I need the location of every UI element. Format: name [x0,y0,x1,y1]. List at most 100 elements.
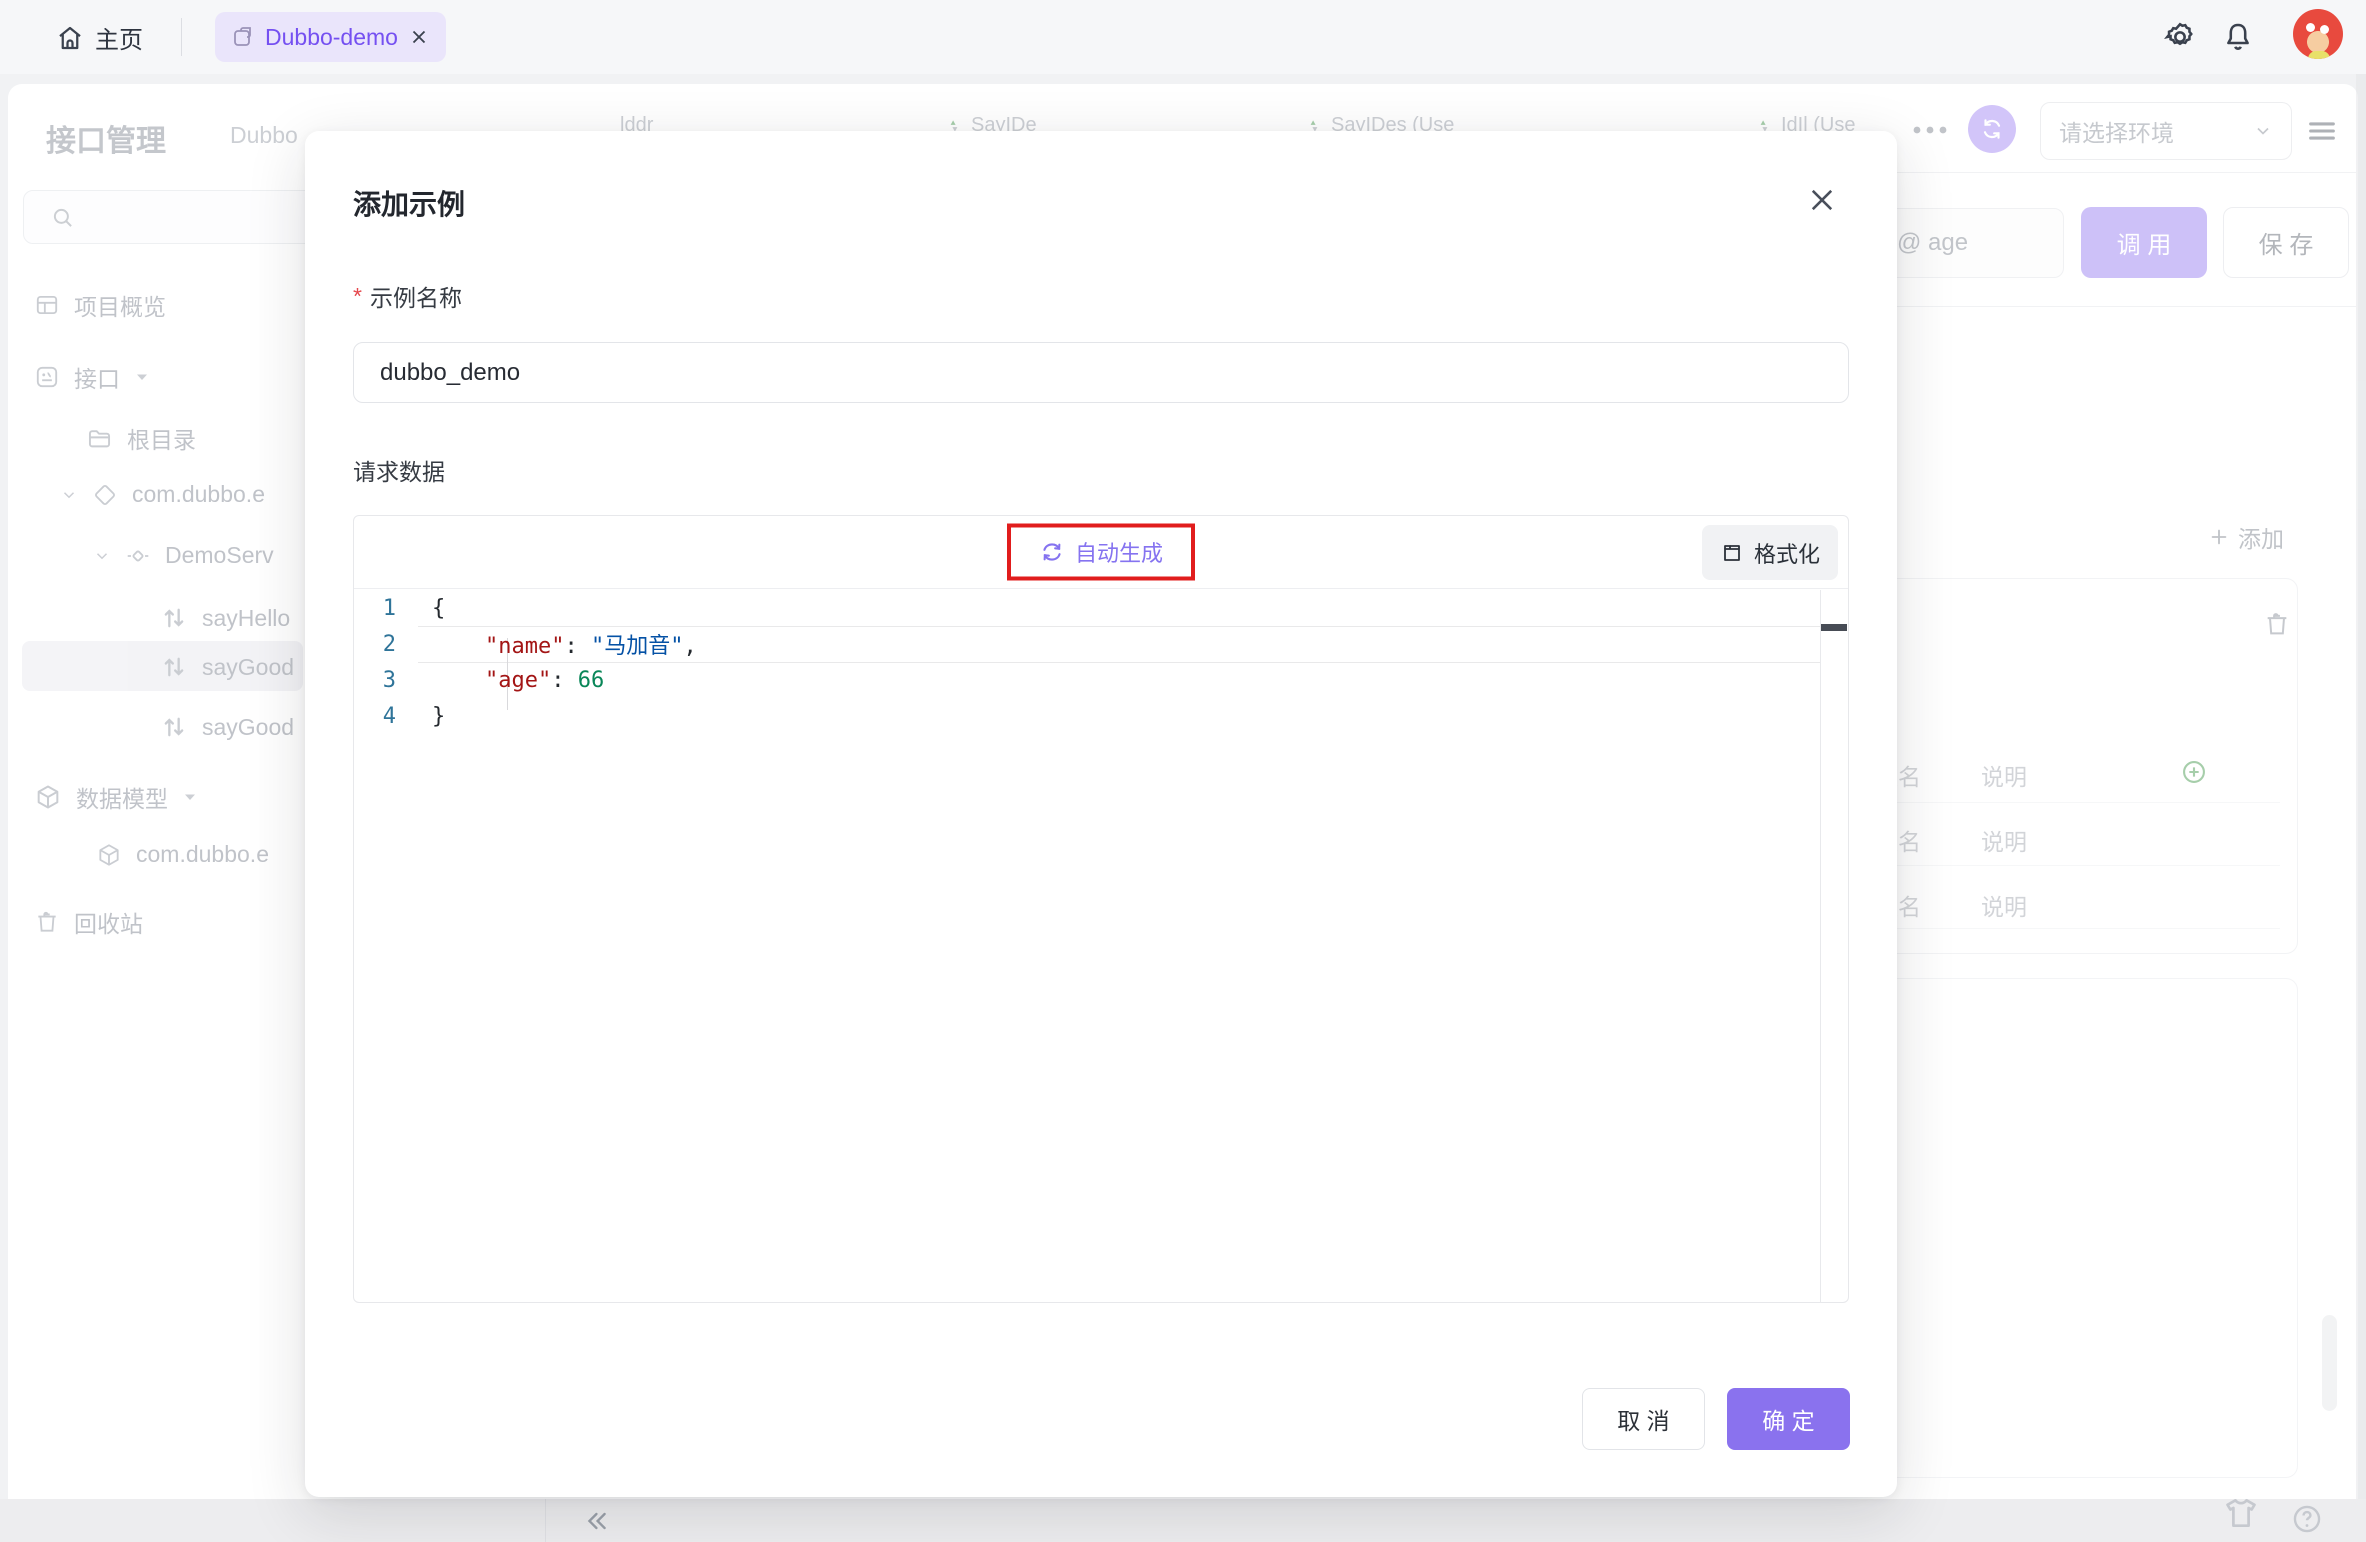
request-data-label: 请求数据 [353,459,445,485]
service-node-icon [125,543,151,569]
caret-down-icon [134,369,150,385]
top-bar: 主页 Dubbo-demo [0,0,2366,74]
external-link-icon [231,25,255,49]
sidebar-item-api[interactable]: 接口 [34,360,150,394]
table-header-fragment: IdIl (Use [1755,114,1855,137]
active-line-border [418,662,1820,663]
sort-icon [1305,117,1323,135]
red-annotation-box [1007,523,1195,581]
sidebar-item-service[interactable]: DemoServ [93,542,274,569]
confirm-button[interactable]: 确 定 [1727,1388,1850,1450]
code-area[interactable]: 1 { 2 "name": "马加音", 3 "age": 66 4 } [354,590,1848,1303]
toolbar-separator [1850,172,2358,173]
line-number: 1 [382,595,396,621]
active-line-border [418,626,1820,627]
code-line: 3 "age": 66 [354,662,1848,698]
tab-close-icon[interactable] [408,26,430,48]
right-scrollbar-track[interactable] [2356,70,2366,1542]
updown-arrows-icon [160,604,188,632]
code-line: 2 "name": "马加音", [354,626,1848,662]
auto-generate-button[interactable]: 自动生成 [1039,536,1163,568]
sidebar-item-model-package[interactable]: com.dubbo.e [96,841,269,868]
home-icon [55,23,85,53]
add-row-button[interactable]: 添加 [2208,520,2284,554]
overview-grid-icon [34,292,60,318]
user-avatar[interactable] [2293,9,2343,59]
sidebar-search-input[interactable] [23,190,323,244]
page-title: 接口管理 [46,125,166,158]
modal-title: 添加示例 [353,189,466,220]
format-icon [1720,541,1744,565]
table-header-fragment: SayIDes (Use [1305,114,1454,137]
updown-arrows-icon [160,653,188,681]
bottom-status-bar [0,1499,2366,1542]
code-line: 4 } [354,698,1848,734]
notifications-bell-icon[interactable] [2220,19,2256,55]
theme-shirt-icon[interactable] [2222,1494,2260,1532]
modal-close-icon[interactable] [1805,183,1839,217]
chevron-down-icon[interactable] [60,486,78,504]
caret-down-icon [182,789,198,805]
folder-icon [86,425,113,452]
example-name-input[interactable]: dubbo_demo [353,342,1849,403]
home-label: 主页 [95,27,143,54]
api-icon [34,364,60,390]
sidebar-item-data-models[interactable]: 数据模型 [34,780,198,814]
collapse-sidebar-icon[interactable] [583,1507,611,1535]
sidebar-item-recycle-bin[interactable]: 回收站 [34,905,143,939]
invoke-button[interactable]: 调 用 [2081,207,2207,278]
format-button[interactable]: 格式化 [1701,525,1838,580]
sidebar-selected-row-bg [22,641,303,691]
sort-icon [1755,117,1773,135]
code-line: 1 { [354,590,1848,626]
line-number: 4 [382,703,396,729]
delete-row-icon[interactable] [2263,610,2291,638]
required-asterisk: * [353,282,362,309]
editor-overview-ruler [1820,590,1848,1303]
updown-arrows-icon [160,713,188,741]
more-options-icon[interactable] [1910,123,1950,137]
plus-circle-icon[interactable] [2180,758,2208,786]
environment-select[interactable]: 请选择环境 [2040,102,2292,160]
project-tab-label: Dubbo-demo [265,23,398,50]
age-variable-field[interactable]: @ age [1868,208,2064,278]
toolbar-separator [1850,306,2358,307]
chevron-down-icon [2253,121,2273,141]
home-button[interactable]: 主页 [55,20,143,55]
cursor-position-marker [1821,624,1847,631]
refresh-button[interactable] [1968,105,2016,153]
sidebar-item-method-saygood-1[interactable]: sayGood [160,653,294,681]
settings-gear-icon[interactable] [2162,19,2198,55]
loop-arrows-icon [1039,539,1065,565]
cancel-button[interactable]: 取 消 [1582,1388,1705,1450]
menu-hamburger-icon[interactable] [2305,114,2339,148]
bottombar-divider [545,1499,546,1542]
editor-toolbar: 自动生成 格式化 [354,516,1848,589]
model-cube-icon [96,842,122,868]
json-editor[interactable]: 自动生成 格式化 1 { 2 "name": "马加音", [353,515,1849,1303]
row-separator [1860,928,2280,929]
search-icon [50,205,76,231]
sidebar-item-project-overview[interactable]: 项目概览 [34,288,166,322]
doc-tab-label: Dubbo [230,122,298,148]
chevron-down-icon[interactable] [93,547,111,565]
project-tab[interactable]: Dubbo-demo [215,12,446,62]
sort-icon [945,117,963,135]
table-header-fragment: lddr [620,114,654,136]
help-icon[interactable] [2290,1502,2324,1536]
add-example-modal: 添加示例 * 示例名称 dubbo_demo 请求数据 自动生成 格式化 [305,131,1897,1497]
sidebar-item-method-saygood-2[interactable]: sayGood [160,713,294,741]
line-number: 2 [382,631,396,657]
topbar-divider [181,18,182,56]
sidebar-item-root-folder[interactable]: 根目录 [86,421,196,455]
row-separator [1860,802,2280,803]
example-name-label: * 示例名称 [353,282,462,312]
save-button[interactable]: 保 存 [2223,207,2349,278]
row-separator [1860,865,2280,866]
trash-icon [34,909,60,935]
package-box-icon [34,783,62,811]
diamond-icon [92,482,118,508]
sidebar-item-package[interactable]: com.dubbo.e [60,481,265,508]
scrollbar-thumb[interactable] [2322,1315,2337,1411]
sidebar-item-method-sayhello[interactable]: sayHello [160,604,290,632]
